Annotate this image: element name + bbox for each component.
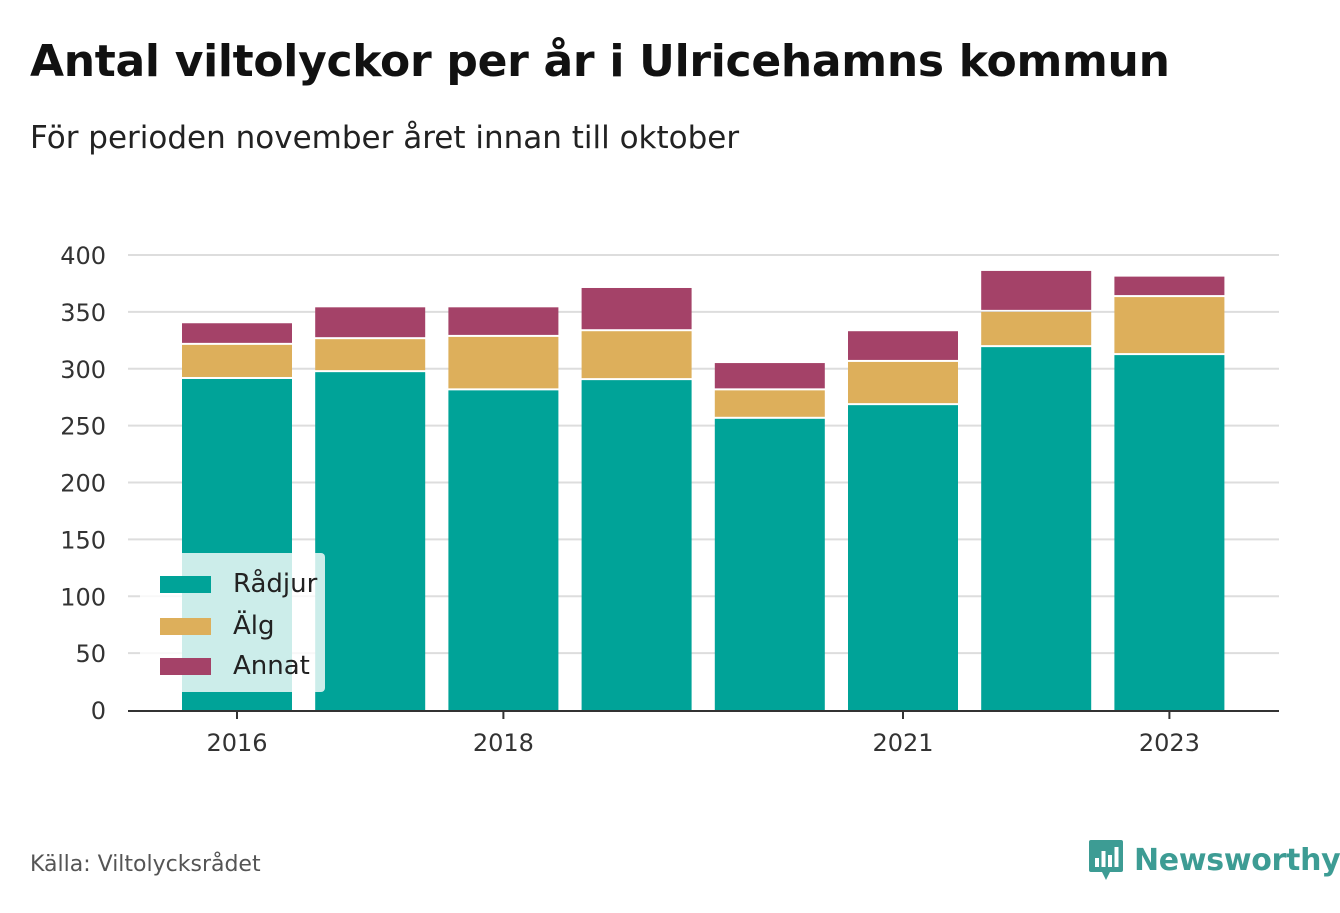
bar-annat-2019	[581, 287, 692, 330]
bar-alg-2023	[1114, 297, 1225, 354]
bar-alg-2021	[848, 361, 958, 404]
x-tick-label: 2023	[1139, 729, 1200, 757]
legend-swatch-annat	[160, 657, 211, 675]
y-tick-label: 0	[91, 697, 106, 725]
bar-radjur-2023	[1114, 355, 1225, 710]
stacked-bar-chart: 0 50 100 150 200 250 300 350 400 2016 2018 2021 2023	[60, 242, 1279, 757]
bar-alg-2018	[448, 336, 559, 389]
bar-annat-2018	[448, 307, 559, 335]
bar-radjur-2017	[315, 372, 426, 710]
chart-legend: Rådjur Älg Annat	[140, 553, 325, 692]
bar-alg-2017	[315, 339, 426, 371]
bar-radjur-2022	[981, 347, 1092, 710]
brand-name: Newsworthy	[1134, 842, 1340, 878]
bar-alg-2022	[981, 311, 1092, 346]
y-tick-label: 400	[60, 242, 106, 270]
legend-swatch-alg	[160, 617, 211, 635]
y-tick-label: 350	[60, 299, 106, 327]
y-tick-label: 300	[60, 356, 106, 384]
y-tick-label: 250	[60, 413, 106, 441]
y-tick-label: 100	[60, 583, 106, 611]
bars	[182, 270, 1225, 710]
legend-label-annat: Annat	[233, 651, 310, 681]
bar-annat-2022	[981, 270, 1092, 310]
x-tick-label: 2018	[473, 729, 534, 757]
chart-subtitle: För perioden november året innan till ok…	[30, 120, 740, 156]
chart-title: Antal viltolyckor per år i Ulricehamns k…	[30, 36, 1170, 87]
bar-annat-2017	[315, 307, 426, 338]
bar-alg-2020	[714, 390, 825, 417]
legend-swatch-radjur	[160, 575, 211, 593]
bar-annat-2020	[714, 363, 825, 389]
legend-label-alg: Älg	[233, 611, 275, 641]
legend-item-annat: Annat	[160, 651, 310, 681]
bar-alg-2019	[581, 331, 692, 379]
y-tick-label: 200	[60, 470, 106, 498]
y-tick-label: 150	[60, 526, 106, 554]
y-tick-label: 50	[75, 640, 106, 668]
legend-label-radjur: Rådjur	[233, 569, 318, 599]
legend-item-alg: Älg	[160, 611, 275, 641]
bar-radjur-2021	[848, 405, 958, 710]
bar-radjur-2019	[581, 380, 692, 710]
x-tick-label: 2021	[872, 729, 933, 757]
bar-annat-2016	[182, 323, 292, 343]
axes: 0 50 100 150 200 250 300 350 400 2016 2018 2021 2023	[60, 242, 1279, 757]
bar-annat-2021	[848, 331, 958, 360]
bar-annat-2023	[1114, 276, 1225, 296]
brand-logo-group[interactable]: Newsworthy	[1088, 838, 1340, 882]
x-tick-label: 2016	[206, 729, 267, 757]
bar-radjur-2020	[714, 418, 825, 710]
bar-chart-icon	[1089, 840, 1123, 880]
source-note: Källa: Viltolycksrådet	[30, 852, 261, 877]
bar-alg-2016	[182, 344, 292, 377]
legend-item-radjur: Rådjur	[160, 569, 317, 599]
bar-radjur-2018	[448, 390, 559, 710]
